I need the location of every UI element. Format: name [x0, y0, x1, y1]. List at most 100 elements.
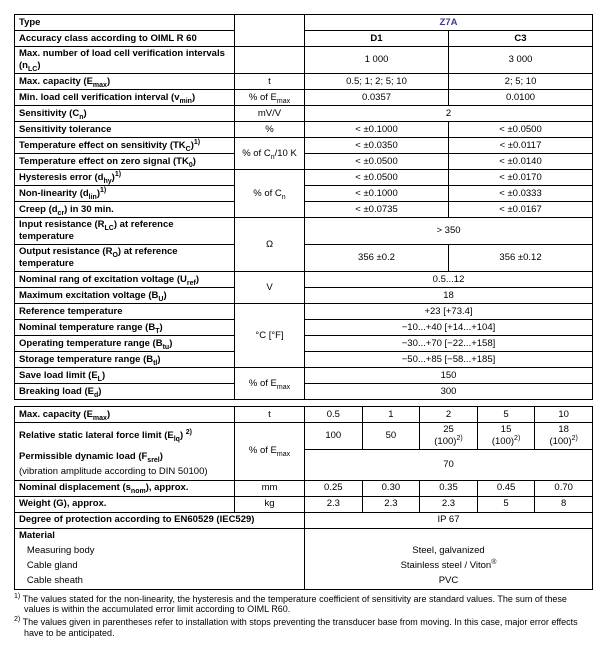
unit-r3: t [235, 74, 305, 90]
val-r10-c3: < ±0.0333 [449, 186, 593, 202]
lbl-r2: Max. number of load cell verification in… [15, 47, 235, 74]
footnotes: 1) The values stated for the non-lineari… [14, 594, 592, 639]
v2-r4-1: 0.30 [362, 480, 420, 496]
val-r19: −50...+85 [−58...+185] [305, 352, 593, 368]
v2-r5-4: 8 [535, 496, 593, 512]
val-r7-c3: < ±0.0117 [449, 138, 593, 154]
lbl-r21: Breaking load (Ed) [15, 384, 235, 400]
footnote-1: 1) The values stated for the non-lineari… [14, 594, 592, 616]
lbl-r15: Maximum excitation voltage (BU) [15, 288, 235, 304]
val-r2-d1: 1 000 [305, 47, 449, 74]
lbl2-r7: Material [15, 528, 305, 544]
val-r1-c3: C3 [449, 31, 593, 47]
val-r17: −10...+40 [+14...+104] [305, 320, 593, 336]
v2-r2-3: 15(100)2) [477, 423, 535, 450]
lbl-r7: Temperature effect on sensitivity (TKC)1… [15, 138, 235, 154]
val-r11-c3: < ±0.0167 [449, 202, 593, 218]
unit-r78: % of Cn/10 K [235, 138, 305, 170]
v2-r5-2: 2.3 [420, 496, 478, 512]
footnote-2: 2) The values given in parentheses refer… [14, 617, 592, 639]
v2-r4-3: 0.45 [477, 480, 535, 496]
val-r9-d1: < ±0.0500 [305, 170, 449, 186]
lbl2-r2: Relative static lateral force limit (Elq… [15, 423, 235, 450]
val-r16: +23 [+73.4] [305, 304, 593, 320]
val2-r6: IP 67 [305, 512, 593, 528]
lbl2-r1: Max. capacity (Emax) [15, 407, 235, 423]
val-r5: 2 [305, 106, 593, 122]
lbl-r6: Sensitivity tolerance [15, 122, 235, 138]
lbl-r3: Max. capacity (Emax) [15, 74, 235, 90]
lbl-r12: Input resistance (RLC) at reference temp… [15, 218, 235, 245]
lbl2-r3b: (vibration amplitude according to DIN 50… [15, 465, 235, 481]
unit-r4: % of Emax [235, 90, 305, 106]
unit2-r5: kg [235, 496, 305, 512]
v2-r4-0: 0.25 [305, 480, 363, 496]
v2-r2-4: 18(100)2) [535, 423, 593, 450]
v2-r5-1: 2.3 [362, 496, 420, 512]
val2-r8: Steel, galvanized [305, 544, 593, 559]
unit-r14-15: V [235, 272, 305, 304]
lbl-r10: Non-linearity (dlin)1) [15, 186, 235, 202]
unit-r16-19: °C [°F] [235, 304, 305, 368]
lbl-r16: Reference temperature [15, 304, 235, 320]
val-r9-c3: < ±0.0170 [449, 170, 593, 186]
v2-r2-2: 25(100)2) [420, 423, 478, 450]
val-r11-d1: < ±0.0735 [305, 202, 449, 218]
val-r10-d1: < ±0.1000 [305, 186, 449, 202]
val-r7-d1: < ±0.0350 [305, 138, 449, 154]
lbl-r19: Storage temperature range (Btl) [15, 352, 235, 368]
lbl2-r8: Measuring body [15, 544, 305, 559]
v2-r1-4: 10 [535, 407, 593, 423]
val-r15: 18 [305, 288, 593, 304]
specs-table-2: Max. capacity (Emax) t 0.5 1 2 5 10 Rela… [14, 406, 593, 590]
v2-r1-1: 1 [362, 407, 420, 423]
val-r8-c3: < ±0.0140 [449, 154, 593, 170]
unit-r5: mV/V [235, 106, 305, 122]
unit2-r4: mm [235, 480, 305, 496]
v2-r1-3: 5 [477, 407, 535, 423]
lbl2-r6: Degree of protection according to EN6052… [15, 512, 305, 528]
lbl-r14: Nominal rang of excitation voltage (Uref… [15, 272, 235, 288]
lbl-r8: Temperature effect on zero signal (TK0) [15, 154, 235, 170]
unit-r12-13: Ω [235, 218, 305, 272]
v2-r2-1: 50 [362, 423, 420, 450]
v2-r2-0: 100 [305, 423, 363, 450]
lbl-r18: Operating temperature range (Btu) [15, 336, 235, 352]
lbl2-r9: Cable gland [15, 559, 305, 574]
hdr-type: Type [15, 15, 235, 31]
lbl-r5: Sensitivity (Cn) [15, 106, 235, 122]
unit2-r2: % of Emax [235, 423, 305, 481]
lbl2-r3a: Permissible dynamic load (Fsrel) [15, 450, 235, 465]
lbl2-r5: Weight (G), approx. [15, 496, 235, 512]
lbl-r17: Nominal temperature range (BT) [15, 320, 235, 336]
val2-r10: PVC [305, 574, 593, 590]
val-r2-c3: 3 000 [449, 47, 593, 74]
v2-r1-2: 2 [420, 407, 478, 423]
val-r4-c3: 0.0100 [449, 90, 593, 106]
val-r3-c3: 2; 5; 10 [449, 74, 593, 90]
val2-r9: Stainless steel / Viton® [305, 559, 593, 574]
lbl-r13: Output resistance (RO) at reference temp… [15, 245, 235, 272]
val-r6-d1: < ±0.1000 [305, 122, 449, 138]
lbl2-r10: Cable sheath [15, 574, 305, 590]
lbl2-r4: Nominal displacement (snom), approx. [15, 480, 235, 496]
specs-table-1: Type Z7A Accuracy class according to OIM… [14, 14, 593, 400]
lbl-r9: Hysteresis error (dhy)1) [15, 170, 235, 186]
val-r1-d1: D1 [305, 31, 449, 47]
val-r6-c3: < ±0.0500 [449, 122, 593, 138]
unit2-r1: t [235, 407, 305, 423]
unit-r20-21: % of Emax [235, 368, 305, 400]
lbl-r4: Min. load cell verification interval (vm… [15, 90, 235, 106]
val-r21: 300 [305, 384, 593, 400]
unit-r6: % [235, 122, 305, 138]
lbl-r1: Accuracy class according to OIML R 60 [15, 31, 235, 47]
val-r20: 150 [305, 368, 593, 384]
val-r4-d1: 0.0357 [305, 90, 449, 106]
lbl-r11: Creep (dcr) in 30 min. [15, 202, 235, 218]
val-r13-d1: 356 ±0.2 [305, 245, 449, 272]
val-r13-c3: 356 ±0.12 [449, 245, 593, 272]
val-r12: > 350 [305, 218, 593, 245]
v2-r4-4: 0.70 [535, 480, 593, 496]
unit-r9-11: % of Cn [235, 170, 305, 218]
val-r3-d1: 0.5; 1; 2; 5; 10 [305, 74, 449, 90]
